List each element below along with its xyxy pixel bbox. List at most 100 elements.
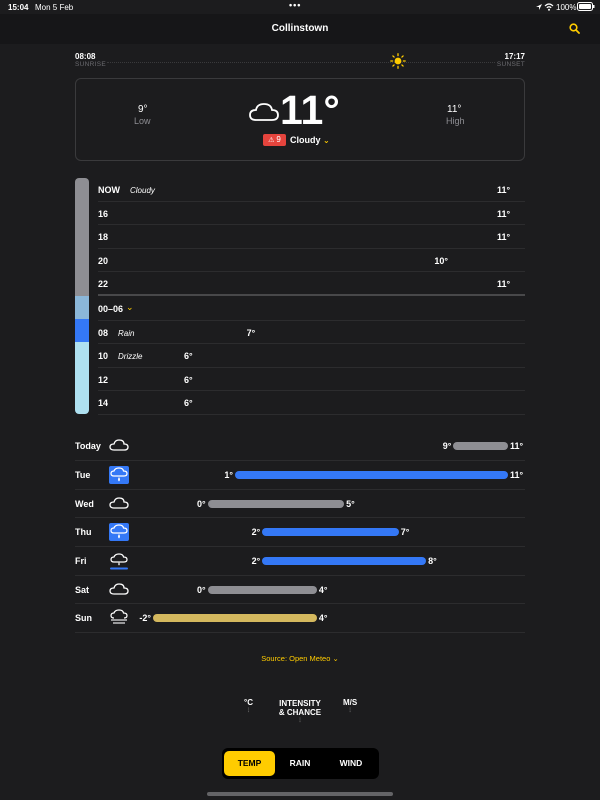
cloud-icon	[109, 581, 129, 599]
daily-day: Sat	[75, 584, 90, 595]
wind-tab[interactable]: WIND	[339, 758, 363, 768]
hourly-row: NOW Cloudy 11°	[98, 178, 525, 202]
hourly-row: 18 11°	[98, 225, 525, 249]
location-arrow-icon	[536, 4, 542, 10]
sun-track	[107, 62, 495, 63]
search-icon[interactable]	[569, 23, 580, 34]
sunrise-label: SUNRISE	[75, 61, 106, 68]
daily-row[interactable]: Tue 1° 11°	[75, 461, 525, 490]
daily-temp-bar	[207, 499, 345, 508]
page-title: Collinstown	[271, 23, 329, 34]
daily-temp-bar	[234, 471, 508, 479]
daily-row[interactable]: Sun -2° 4°	[75, 604, 525, 633]
alert-badge[interactable]: ⚠ 9	[263, 134, 286, 146]
status-bar: 15:04 Mon 5 Feb ••• 100%	[0, 0, 600, 14]
daily-high: 11°	[510, 470, 524, 480]
daily-row[interactable]: Fri 2° 8°	[75, 547, 525, 576]
source-label: Source: Open Meteo	[261, 654, 331, 663]
hourly-temp: 6°	[184, 374, 193, 385]
multitask-dots-icon[interactable]: •••	[289, 0, 302, 10]
hourly-row[interactable]: 00–06 ⌄	[98, 297, 525, 321]
sunrise-time: 08:08	[75, 52, 96, 61]
unit-intensity[interactable]: INTENSITY & CHANCE ⋮	[278, 699, 322, 724]
daily-high: 5°	[346, 498, 355, 509]
daily-row[interactable]: Wed 0° 5°	[75, 490, 525, 519]
unit-wind-label: M/S	[343, 698, 358, 707]
daily-row[interactable]: Sat 0° 4°	[75, 576, 525, 605]
low-value: 9°	[138, 104, 148, 115]
unit-intensity-label: INTENSITY & CHANCE	[278, 699, 322, 717]
daily-low: -2°	[139, 613, 151, 623]
hourly-temp: 6°	[184, 398, 193, 408]
daily-high: 11°	[510, 441, 524, 451]
hourly-hour: 08	[98, 327, 109, 338]
hourly-condition: Rain	[118, 328, 135, 338]
unit-wind[interactable]: M/S ⋮	[343, 698, 358, 714]
daily-low: 1°	[224, 470, 233, 480]
cloud-icon	[249, 103, 279, 121]
battery-percent: 100%	[556, 3, 577, 12]
daily-day: Tue	[75, 470, 91, 480]
sun-row: 08:08 SUNRISE 17:17 SUNSET	[75, 52, 525, 72]
rain-icon	[109, 523, 129, 541]
daily-high: 4°	[318, 613, 328, 623]
hourly-hour: 12	[98, 374, 109, 385]
status-date: Mon 5 Feb	[35, 3, 74, 12]
temp-tab[interactable]: TEMP	[224, 751, 275, 776]
daily-low: 2°	[251, 556, 261, 566]
current-temperature: 11°	[280, 87, 340, 133]
hourly-temp: 11°	[497, 232, 511, 242]
hourly-hour: NOW	[98, 185, 120, 195]
hourly-hour: 20	[98, 255, 109, 266]
daily-temp-bar	[207, 585, 317, 594]
hourly-hour: 22	[98, 279, 109, 289]
high-value: 11°	[447, 104, 462, 115]
rain-drizzle-icon	[109, 552, 129, 570]
source-link[interactable]: Source: Open Meteo ⌄	[0, 654, 600, 663]
hourly-row: 08 Rain 7°	[98, 321, 525, 344]
chevron-down-icon: ⌄	[332, 654, 339, 663]
status-time: 15:04	[8, 3, 29, 12]
unit-temp[interactable]: °C ⋮	[244, 698, 253, 714]
unit-temp-label: °C	[244, 698, 253, 707]
metric-toggle: TEMP RAIN WIND	[222, 748, 379, 779]
hourly-hour: 00–06	[98, 304, 124, 314]
daily-low: 0°	[197, 584, 206, 595]
daily-row[interactable]: Thu 2° 7°	[75, 518, 525, 547]
cloud-icon	[109, 437, 129, 455]
sunset-label: SUNSET	[496, 61, 525, 68]
daily-day: Sun	[75, 613, 92, 623]
daily-day: Fri	[75, 556, 87, 566]
daily-high: 4°	[318, 584, 328, 595]
condition-toggle[interactable]: Cloudy ⌄	[290, 135, 330, 145]
daily-day: Wed	[75, 498, 94, 509]
daily-day: Thu	[75, 527, 92, 537]
hourly-hour: 10	[98, 351, 109, 361]
daily-high: 7°	[400, 527, 410, 537]
hourly-row: 16 11°	[98, 202, 525, 225]
daily-low: 9°	[442, 441, 452, 451]
rain-tab[interactable]: RAIN	[289, 758, 311, 768]
current-conditions-card: 9° Low 11° ⚠ 9 Cloudy ⌄ 11° High	[75, 78, 525, 161]
high-label: High	[446, 116, 465, 126]
fog-icon	[109, 609, 129, 627]
hourly-row: 12 6°	[98, 368, 525, 391]
hourly-condition: Cloudy	[130, 186, 155, 195]
sunset-time: 17:17	[504, 52, 525, 61]
hourly-condition: Drizzle	[118, 352, 143, 361]
daily-temp-bar	[262, 557, 427, 565]
daily-low: 0°	[197, 498, 206, 509]
daily-row[interactable]: Today 9° 11°	[75, 432, 525, 461]
hourly-temp: 11°	[497, 208, 511, 219]
hourly-temp: 7°	[246, 327, 256, 338]
low-label: Low	[134, 116, 151, 126]
home-indicator[interactable]	[207, 792, 393, 796]
nav-bar: Collinstown	[0, 14, 600, 44]
hourly-temp: 11°	[497, 185, 511, 195]
hourly-hour: 18	[98, 232, 109, 242]
chevron-down-icon: ⌄	[126, 302, 134, 312]
daily-temp-bar	[153, 614, 317, 622]
hourly-hour: 16	[98, 208, 109, 219]
hourly-timeline-bar	[75, 178, 89, 414]
hourly-row: 10 Drizzle 6°	[98, 344, 525, 368]
